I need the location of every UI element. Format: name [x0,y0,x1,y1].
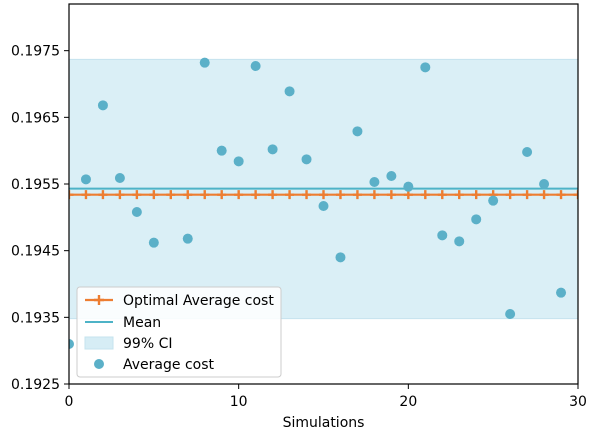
axes: 0.1925 0.1935 0.1945 0.1955 0.1965 0.1975 0 10 2… [11,3,587,431]
optimal-average-cost-marker [302,190,312,200]
average-cost-point [403,181,414,192]
average-cost-point [97,100,108,111]
legend-box [76,286,282,378]
optimal-average-cost-marker [335,190,345,200]
legend: Optimal Average cost Mean 99% CI Average co… [76,286,282,378]
average-cost-point [386,171,397,181]
average-cost-point [437,230,448,241]
average-cost-point [556,287,567,298]
average-cost-point [335,252,346,263]
average-cost-point [454,236,465,247]
optimal-average-cost-marker [132,190,142,200]
legend-label-avg: Average cost [123,357,214,373]
average-cost-point [182,233,193,244]
y-tick-label: 0.1945 [11,244,60,260]
optimal-average-cost-marker [115,190,125,200]
x-tick-label: 30 [569,394,587,410]
optimal-average-cost-marker [81,190,91,200]
average-cost-point [539,179,550,189]
average-cost-point [199,57,210,68]
optimal-average-cost-marker [437,190,447,200]
average-cost-point [352,126,363,137]
optimal-average-cost-marker [217,190,227,200]
average-cost-point [131,207,142,217]
average-cost-point [148,237,159,248]
average-cost-point [420,62,431,73]
optimal-average-cost-marker [69,190,74,200]
legend-label-optimal: Optimal Average cost [123,293,274,309]
average-cost-point [301,154,312,165]
x-axis-label: Simulations [283,415,365,431]
plot-area [69,57,578,349]
average-cost-point [267,144,278,155]
y-tick-label: 0.1955 [11,177,60,193]
optimal-average-cost-marker [403,190,413,200]
x-tick-label: 20 [399,394,417,410]
optimal-average-cost-marker [319,190,328,200]
optimal-average-cost-marker [352,190,362,200]
plot-frame [68,3,579,385]
average-cost-point [69,339,74,349]
legend-label-mean: Mean [123,315,161,331]
optimal-average-cost-marker [505,190,515,200]
optimal-average-cost-marker [369,190,379,200]
optimal-average-cost-marker [166,190,176,200]
optimal-average-cost-marker [98,190,108,200]
y-tick-label: 0.1935 [11,310,60,326]
y-tick-label: 0.1975 [11,44,60,60]
plot-content [69,57,578,349]
optimal-average-cost-marker [149,190,159,200]
optimal-average-cost-marker [251,190,261,200]
average-cost-point [505,309,516,319]
average-cost-point [284,86,295,97]
average-cost-point [488,195,499,206]
optimal-average-cost-marker [200,190,210,200]
average-cost-point [522,147,533,157]
average-cost-point [250,61,261,71]
x-tick-label: 10 [230,394,248,410]
optimal-average-cost-marker [539,190,549,200]
optimal-average-cost-marker [573,190,578,200]
x-tick-label: 0 [65,394,74,410]
legend-average-cost-marker [94,359,104,369]
average-cost-point [114,173,125,183]
y-tick-label: 0.1925 [11,377,60,393]
average-cost-point [471,214,482,225]
optimal-average-cost-marker [268,190,278,200]
optimal-average-cost-marker [556,190,566,200]
average-cost-point [216,145,227,156]
optimal-average-cost-marker [386,190,396,200]
legend-optimal-marker [94,295,104,305]
optimal-average-cost-marker [234,190,244,200]
optimal-average-cost-marker [454,190,464,200]
y-tick-label: 0.1965 [11,110,60,126]
optimal-average-cost-marker [420,190,430,200]
optimal-average-cost-marker [285,190,295,200]
average-cost-point [318,201,329,211]
optimal-average-cost-marker [522,190,532,200]
optimal-average-cost-marker [471,190,481,200]
legend-ci-swatch [84,336,114,350]
legend-label-ci: 99% CI [123,336,172,352]
average-cost-point [369,177,380,187]
average-cost-point [233,156,244,167]
optimal-average-cost-marker [183,190,193,200]
average-cost-point [80,174,91,185]
